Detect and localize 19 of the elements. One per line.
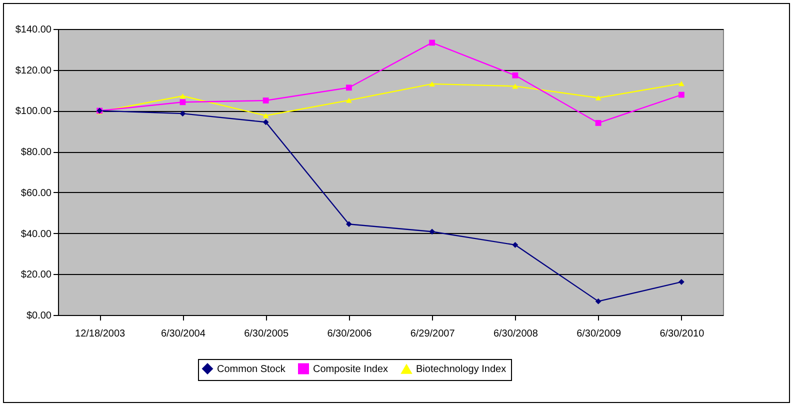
y-tick-label: $20.00 <box>20 270 52 281</box>
y-tick-label: $140.00 <box>15 24 52 36</box>
x-tick-label: 6/30/2006 <box>327 328 372 340</box>
legend-label: Biotechnology Index <box>416 364 506 376</box>
x-tick-label: 6/30/2004 <box>160 328 206 340</box>
y-tick-label: $40.00 <box>20 228 52 240</box>
y-tick-label: $120.00 <box>15 65 52 76</box>
x-tick-label: 6/29/2007 <box>410 328 456 340</box>
legend-label: Composite Index <box>313 364 388 375</box>
x-tick-label: 6/30/2005 <box>244 328 289 340</box>
x-tick-label: 12/18/2003 <box>75 328 126 340</box>
y-tick-label: $80.00 <box>20 147 52 158</box>
x-tick-label: 6/30/2010 <box>660 328 705 340</box>
y-tick-label: $100.00 <box>15 106 52 118</box>
y-tick-label: $60.00 <box>20 188 52 199</box>
legend-label: Common Stock <box>217 364 286 375</box>
x-tick-label: 6/30/2009 <box>576 328 622 340</box>
x-tick-label: 6/30/2008 <box>493 328 538 340</box>
y-tick-label: $0.00 <box>26 310 52 322</box>
